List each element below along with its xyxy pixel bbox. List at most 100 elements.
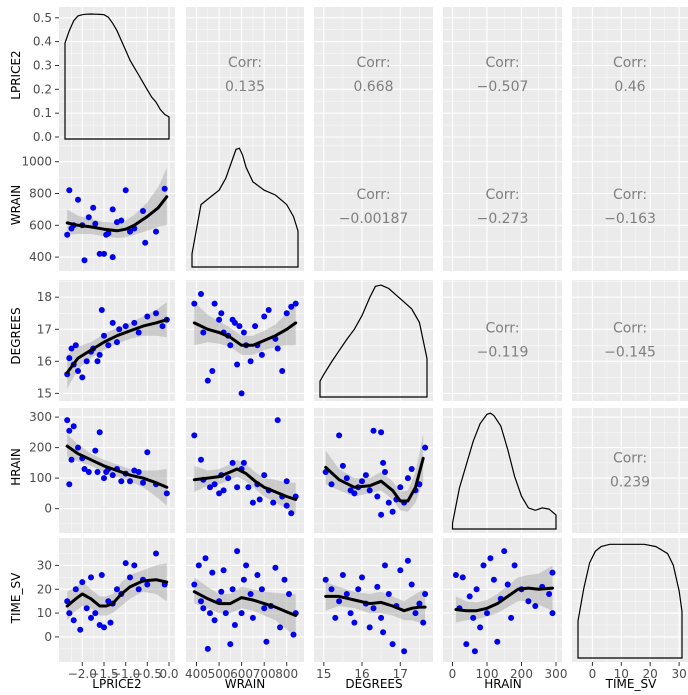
y-axis-title-0: LPRICE2: [9, 50, 23, 99]
panel-r0-c1: Corr: 0.135: [186, 7, 304, 143]
corr-label: Corr:: [613, 55, 647, 71]
x-tick-label: 0: [589, 667, 597, 681]
panel-r2-c0: [59, 280, 175, 401]
x-tick-label: 400: [185, 667, 208, 681]
scatter-point: [105, 598, 112, 605]
panel-r3-c1: [186, 408, 304, 533]
scatter-point: [64, 231, 71, 238]
scatter-point: [366, 487, 373, 494]
scatter-point: [272, 564, 279, 571]
scatter-point: [159, 323, 166, 330]
scatter-point: [144, 581, 151, 588]
panel-r3-c0: [59, 408, 175, 533]
scatter-point: [225, 475, 232, 482]
scatter-point: [508, 614, 515, 621]
panel-background: [314, 280, 433, 401]
scatter-point: [70, 617, 77, 624]
scatter-point: [131, 562, 138, 569]
density-curve-TIME_SV: [577, 543, 683, 659]
panel-background: [572, 143, 688, 271]
x-tick-label: 700: [253, 667, 276, 681]
scatter-point: [75, 444, 81, 451]
scatter-point: [191, 300, 198, 307]
corr-label: Corr:: [485, 321, 519, 337]
scatter-point: [359, 478, 365, 485]
corr-label: Corr:: [485, 187, 519, 203]
scatter-point: [220, 567, 227, 574]
scatter-point: [66, 481, 73, 488]
scatter-point: [227, 342, 234, 349]
scatter-point: [83, 605, 90, 612]
scatter-point: [127, 478, 133, 485]
scatter-point: [389, 641, 396, 648]
scatter-point: [101, 332, 107, 339]
scatter-point: [101, 250, 107, 257]
scatter-point: [380, 629, 387, 636]
scatter-point: [389, 508, 396, 515]
panel-r1-c3: Corr: −0.273: [443, 143, 562, 271]
scatter-point: [238, 610, 245, 617]
scatter-point: [274, 345, 281, 352]
scatter-point: [385, 591, 392, 597]
panel-background: [572, 7, 688, 143]
scatter-point: [122, 187, 129, 194]
corr-label: Corr:: [613, 451, 647, 467]
scatter-point: [83, 358, 90, 365]
confidence-ribbon: [194, 300, 296, 355]
scatter-point: [92, 447, 99, 454]
y-tick-label: 0: [44, 502, 52, 516]
corr-value: 0.46: [614, 79, 645, 95]
scatter-point: [261, 313, 268, 320]
smooth-line: [454, 586, 554, 613]
scatter-point: [202, 555, 209, 562]
scatter-point: [227, 641, 234, 648]
x-tick-label: 100: [476, 667, 499, 681]
scatter-point: [245, 484, 252, 491]
scatter-point: [211, 481, 218, 488]
scatter-point: [118, 478, 125, 485]
scatter-point: [404, 557, 411, 564]
x-tick-label: 0.0: [159, 667, 178, 681]
scatter-point: [81, 466, 88, 472]
y-tick-label: 300: [29, 410, 52, 424]
corr-label: Corr:: [613, 187, 647, 203]
scatter-point: [116, 326, 123, 333]
scatter-point: [191, 432, 198, 439]
y-tick-label: 400: [29, 250, 52, 264]
x-tick-label: 16: [354, 667, 369, 681]
y-tick-label: 0.3: [33, 59, 52, 73]
scatter-point: [238, 390, 245, 397]
scatter-point: [140, 208, 146, 214]
scatter-point: [216, 490, 223, 497]
panel-background: [443, 280, 562, 401]
scatter-point: [382, 469, 388, 475]
scatter-point: [109, 472, 116, 479]
x-tick-label: 0: [449, 667, 457, 681]
panel-r0-c4: Corr: 0.46: [572, 7, 688, 143]
y-tick-label: 200: [29, 441, 52, 455]
scatter-point: [420, 619, 427, 626]
panel-background: [314, 538, 433, 662]
scatter-point: [101, 624, 107, 631]
panel-background: [314, 7, 433, 143]
panel-r3-c2: [314, 408, 433, 533]
x-axis-title-3: HRAIN: [484, 677, 522, 691]
scatter-point: [107, 619, 114, 626]
scatter-point: [397, 484, 404, 491]
scatter-point: [229, 459, 236, 466]
density-curve-WRAIN: [191, 147, 299, 268]
scatter-point: [85, 469, 92, 475]
scatter-point: [385, 499, 392, 506]
scatter-point: [404, 475, 411, 482]
panel-r4-c3: [443, 538, 562, 662]
scatter-point: [191, 581, 198, 588]
scatter-point: [72, 342, 79, 349]
scatter-point: [256, 496, 263, 503]
scatter-point: [546, 591, 553, 597]
scatter-point: [261, 472, 268, 479]
scatter-point: [252, 323, 259, 330]
scatter-point: [466, 593, 473, 600]
scatter-point: [362, 472, 369, 479]
scatter-point: [422, 591, 429, 597]
scatter-point: [163, 490, 170, 497]
